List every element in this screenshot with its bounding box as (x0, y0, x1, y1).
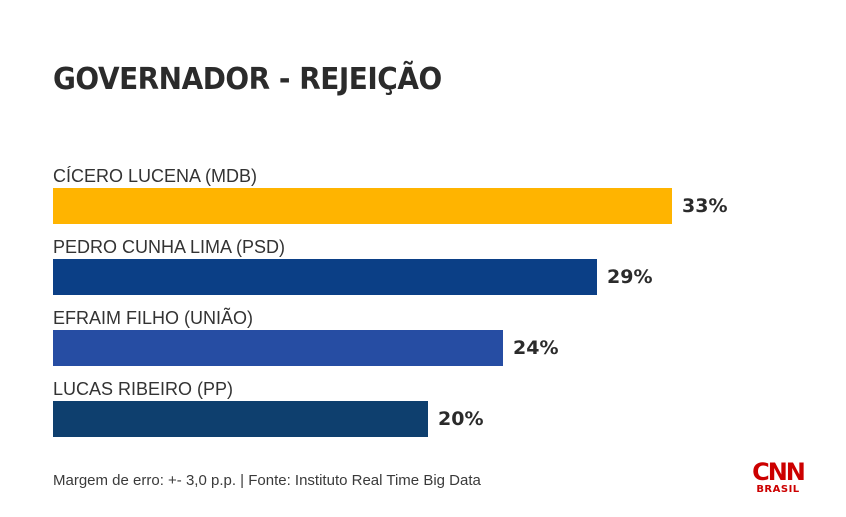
bar-value: 29% (607, 266, 653, 288)
chart-title: GOVERNADOR - REJEIÇÃO (53, 62, 442, 97)
bar (53, 401, 428, 437)
bar-label: EFRAIM FILHO (UNIÃO) (53, 308, 254, 328)
bar (53, 330, 503, 366)
bar-value: 20% (438, 408, 484, 430)
source-footnote: Margem de erro: +- 3,0 p.p. | Fonte: Ins… (53, 472, 481, 489)
bar-label: LUCAS RIBEIRO (PP) (53, 379, 234, 399)
bar (53, 259, 597, 295)
logo-subtitle: BRASIL (756, 484, 800, 495)
cnn-logo-icon: CNN (752, 458, 806, 486)
bar-value: 24% (513, 337, 559, 359)
cnn-brasil-logo: CNN BRASIL (748, 460, 808, 500)
bar-label: PEDRO CUNHA LIMA (PSD) (53, 237, 286, 257)
bar-value: 33% (682, 195, 728, 217)
bar-label: CÍCERO LUCENA (MDB) (53, 166, 258, 186)
bar (53, 188, 672, 224)
